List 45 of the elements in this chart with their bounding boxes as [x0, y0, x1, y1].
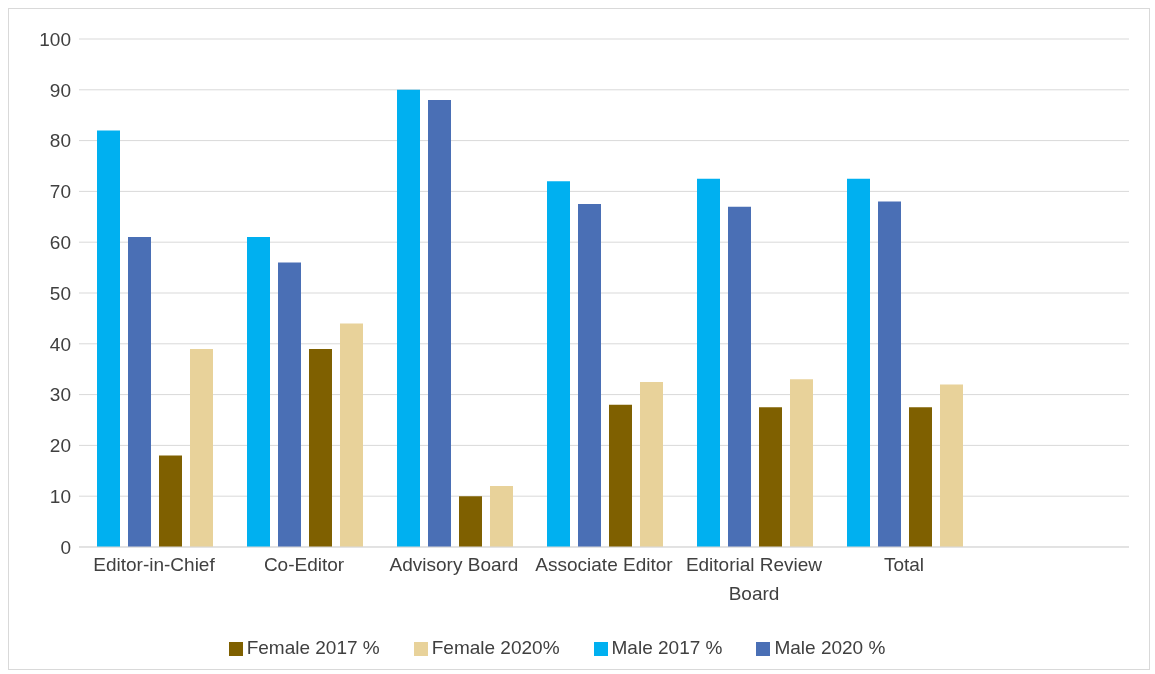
bar: [847, 178, 870, 547]
legend-label: Male 2017 %: [611, 637, 723, 658]
bar: [697, 178, 720, 547]
bar: [578, 204, 601, 547]
y-tick-label: 60: [49, 231, 71, 253]
bar: [640, 381, 663, 547]
y-tick-label: 0: [60, 536, 71, 558]
bar: [397, 89, 420, 547]
bar: [278, 262, 301, 547]
x-tick-label: Associate Editor: [535, 554, 674, 575]
x-tick-label: Editorial Review Board: [685, 554, 823, 604]
legend-label: Female 2017 %: [246, 637, 380, 658]
bar: [428, 99, 451, 547]
x-tick-label: Co-Editor: [263, 554, 345, 575]
bar: [728, 206, 751, 547]
bar: [609, 404, 632, 547]
bar: [940, 384, 963, 547]
bar: [247, 237, 270, 547]
x-tick-label: Total: [883, 554, 925, 575]
y-tick-label: 40: [49, 333, 71, 355]
y-tick-label: 20: [49, 435, 71, 457]
legend-label: Male 2020 %: [774, 637, 886, 658]
bar: [878, 201, 901, 547]
y-tick-label: 10: [49, 485, 71, 507]
legend-label: Female 2020%: [431, 637, 560, 658]
y-tick-label: 90: [49, 79, 71, 101]
bar: [340, 323, 363, 547]
y-tick-label: 100: [39, 28, 71, 50]
bar: [759, 407, 782, 547]
bar: [309, 348, 332, 547]
x-tick-label: Editor-in-Chief: [93, 554, 216, 575]
y-tick-label: 30: [49, 384, 71, 406]
bar: [459, 496, 482, 547]
bar: [190, 348, 213, 547]
bar: [790, 379, 813, 547]
bar: [547, 181, 570, 547]
bar: [490, 486, 513, 547]
bar: [159, 455, 182, 547]
y-tick-label: 80: [49, 130, 71, 152]
bar: [97, 130, 120, 547]
bar: [909, 407, 932, 547]
x-tick-label: Advisory Board: [389, 554, 519, 575]
bar: [128, 237, 151, 547]
y-tick-label: 50: [49, 282, 71, 304]
y-tick-label: 70: [49, 181, 71, 203]
